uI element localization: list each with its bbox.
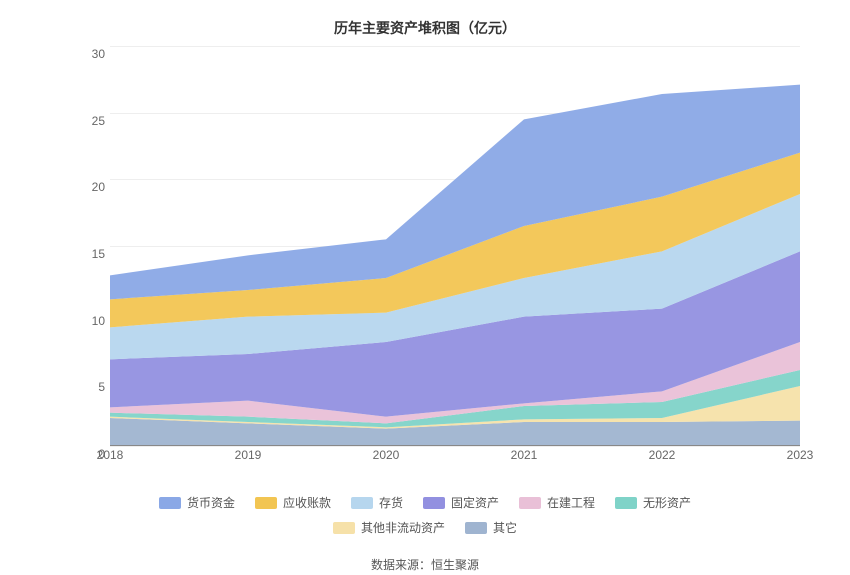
source-text: 数据来源：恒生聚源 <box>10 556 840 573</box>
legend-swatch <box>519 497 541 509</box>
y-tick-label: 15 <box>65 247 105 261</box>
grid-line <box>110 446 800 447</box>
y-tick-label: 20 <box>65 180 105 194</box>
legend-swatch <box>615 497 637 509</box>
x-tick-label: 2021 <box>511 448 538 462</box>
plot-area: 051015202530 201820192020202120222023 <box>110 46 800 446</box>
legend-item[interactable]: 其他非流动资产 <box>333 519 445 536</box>
legend-label: 存货 <box>379 494 403 511</box>
x-axis: 201820192020202120222023 <box>110 448 800 468</box>
legend-label: 固定资产 <box>451 494 499 511</box>
legend-item[interactable]: 无形资产 <box>615 494 691 511</box>
y-tick-label: 5 <box>65 380 105 394</box>
legend-swatch <box>255 497 277 509</box>
x-tick-label: 2022 <box>649 448 676 462</box>
legend-swatch <box>333 522 355 534</box>
stacked-area-svg <box>110 46 800 446</box>
chart-container: 历年主要资产堆积图（亿元） 051015202530 2018201920202… <box>0 0 850 575</box>
legend-swatch <box>465 522 487 534</box>
legend-item[interactable]: 其它 <box>465 519 517 536</box>
legend: 货币资金 应收账款 存货 固定资产 在建工程 无形资产其他非流动资产 其它 <box>10 494 840 536</box>
x-tick-label: 2019 <box>235 448 262 462</box>
legend-label: 其它 <box>493 519 517 536</box>
x-tick-label: 2023 <box>787 448 814 462</box>
legend-label: 应收账款 <box>283 494 331 511</box>
chart-title: 历年主要资产堆积图（亿元） <box>10 18 840 38</box>
legend-swatch <box>351 497 373 509</box>
legend-swatch <box>423 497 445 509</box>
y-axis: 051015202530 <box>65 46 105 446</box>
legend-label: 货币资金 <box>187 494 235 511</box>
legend-label: 在建工程 <box>547 494 595 511</box>
y-tick-label: 10 <box>65 314 105 328</box>
legend-label: 其他非流动资产 <box>361 519 445 536</box>
legend-label: 无形资产 <box>643 494 691 511</box>
y-tick-label: 25 <box>65 114 105 128</box>
legend-item[interactable]: 固定资产 <box>423 494 499 511</box>
legend-item[interactable]: 在建工程 <box>519 494 595 511</box>
x-tick-label: 2020 <box>373 448 400 462</box>
y-tick-label: 30 <box>65 47 105 61</box>
x-baseline <box>110 445 800 446</box>
legend-item[interactable]: 应收账款 <box>255 494 331 511</box>
legend-item[interactable]: 货币资金 <box>159 494 235 511</box>
legend-swatch <box>159 497 181 509</box>
x-tick-label: 2018 <box>97 448 124 462</box>
legend-item[interactable]: 存货 <box>351 494 403 511</box>
